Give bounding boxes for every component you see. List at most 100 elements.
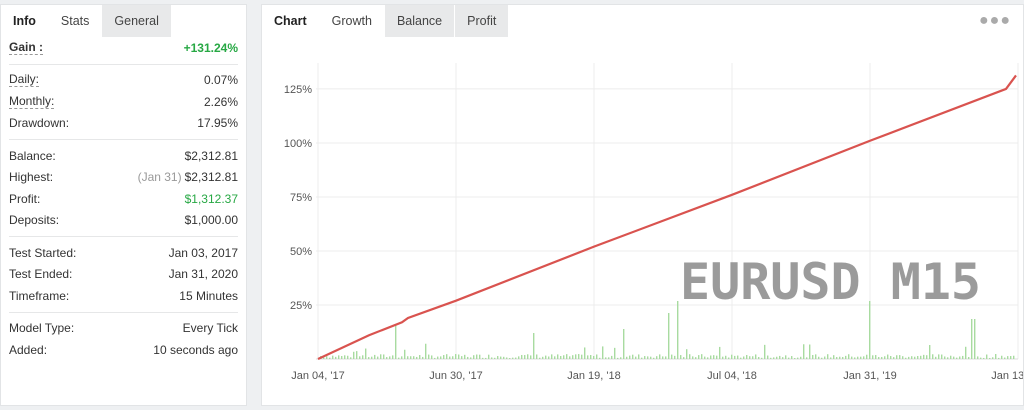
test-started-label: Test Started: <box>9 245 77 260</box>
volume-bar <box>872 355 874 359</box>
volume-bar <box>515 357 517 359</box>
volume-bar <box>737 355 739 359</box>
tab-general[interactable]: General <box>102 5 172 37</box>
volume-bar <box>653 357 655 359</box>
volume-bar <box>410 356 412 359</box>
daily-label[interactable]: Daily: <box>9 72 40 88</box>
volume-bar <box>857 356 859 359</box>
volume-bar <box>977 356 979 359</box>
left-tab-bar: Info Stats General <box>1 5 246 37</box>
volume-bar <box>947 357 949 359</box>
volume-bar <box>836 357 838 359</box>
volume-bar <box>890 356 892 359</box>
volume-bar <box>620 357 622 359</box>
volume-bar <box>593 355 595 359</box>
volume-bar <box>926 355 928 359</box>
divider <box>9 139 238 140</box>
volume-bar <box>785 355 787 359</box>
volume-bar <box>929 345 931 359</box>
volume-bar <box>332 355 334 359</box>
volume-bar <box>854 357 856 359</box>
volume-bar <box>998 357 1000 359</box>
volume-bar <box>659 354 661 359</box>
x-axis: Jan 04, '17 Jun 30, '17 Jan 19, '18 Jul 04,… <box>291 370 1023 382</box>
volume-bar <box>587 355 589 359</box>
drawdown-row: Drawdown: 17.95% <box>9 113 238 135</box>
volume-bar <box>497 356 499 359</box>
volume-bar <box>509 357 511 359</box>
gain-row: Gain : +131.24% <box>9 37 238 59</box>
volume-bar <box>644 356 646 359</box>
volume-bar <box>902 356 904 359</box>
model-type-label: Model Type: <box>9 321 75 336</box>
volume-bar <box>467 356 469 359</box>
profit-value: $1,312.37 <box>184 191 238 206</box>
volume-bar <box>566 354 568 359</box>
gain-label[interactable]: Gain : <box>9 39 44 55</box>
volume-bar <box>422 356 424 359</box>
tab-stats[interactable]: Stats <box>48 5 103 37</box>
volume-bar <box>812 354 814 359</box>
volume-bar <box>557 354 559 359</box>
volume-bar <box>1013 355 1015 359</box>
volume-bar <box>434 357 436 359</box>
tab-profit[interactable]: Profit <box>455 5 510 37</box>
volume-bar <box>452 356 454 359</box>
volume-bar <box>350 357 352 359</box>
volume-bar <box>983 357 985 359</box>
volume-bar <box>815 354 817 359</box>
volume-bar <box>692 356 694 359</box>
drawdown-value: 17.95% <box>197 116 238 131</box>
volume-bar <box>614 347 616 359</box>
volume-bar <box>368 357 370 359</box>
volume-bar <box>749 356 751 359</box>
volume-bar <box>773 357 775 359</box>
volume-bar <box>824 356 826 359</box>
model-type-value: Every Tick <box>182 321 238 336</box>
volume-bar <box>803 344 805 359</box>
volume-bar <box>734 355 736 359</box>
volume-bar <box>1007 356 1009 359</box>
volume-bar <box>503 356 505 359</box>
volume-bar <box>599 357 601 359</box>
volume-bar <box>740 357 742 359</box>
volume-bar <box>341 356 343 359</box>
tab-growth[interactable]: Growth <box>319 5 385 37</box>
more-dots-icon[interactable]: ●●● <box>979 12 1011 29</box>
volume-bar <box>776 356 778 359</box>
volume-bar <box>875 355 877 359</box>
y-tick-label: 100% <box>284 138 312 150</box>
profit-label: Profit: <box>9 191 41 206</box>
monthly-label[interactable]: Monthly: <box>9 93 55 109</box>
volume-bar <box>677 301 679 359</box>
volume-bar <box>674 355 676 359</box>
volume-bar <box>590 354 592 359</box>
volume-bar <box>797 357 799 359</box>
volume-bar <box>605 357 607 359</box>
volume-bar <box>656 356 658 359</box>
y-tick-label: 75% <box>290 192 312 204</box>
volume-bar <box>512 357 514 359</box>
volume-bar <box>437 356 439 359</box>
volume-bar <box>899 355 901 359</box>
tab-balance[interactable]: Balance <box>384 5 456 37</box>
volume-bar <box>641 357 643 359</box>
volume-bar <box>710 355 712 359</box>
timeframe-row: Timeframe: 15 Minutes <box>9 285 238 307</box>
volume-bar <box>578 354 580 359</box>
chart-tab-bar: Chart Growth Balance Profit <box>262 5 1023 37</box>
volume-bar <box>470 357 472 359</box>
tab-chart[interactable]: Chart <box>262 5 320 37</box>
volume-bar <box>791 356 793 359</box>
volume-bar <box>743 356 745 359</box>
test-started-value: Jan 03, 2017 <box>168 245 238 260</box>
volume-bar <box>389 356 391 359</box>
volume-bar <box>323 357 325 359</box>
chart-panel: Chart Growth Balance Profit ●●● 25% 50% 75… <box>261 4 1024 406</box>
tab-info[interactable]: Info <box>1 5 49 37</box>
volume-bar <box>455 354 457 359</box>
y-tick-label: 50% <box>290 246 312 258</box>
volume-bar <box>869 301 871 359</box>
monthly-row: Monthly: 2.26% <box>9 91 238 113</box>
volume-bar <box>770 357 772 359</box>
